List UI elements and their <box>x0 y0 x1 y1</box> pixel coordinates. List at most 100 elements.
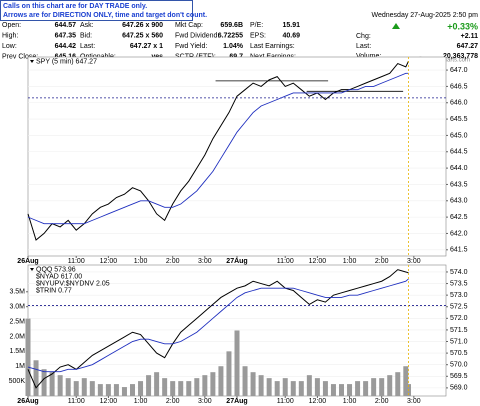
y-tick-label: 642.0 <box>450 230 468 237</box>
quote-value: 647.25 x 560 <box>122 32 163 39</box>
volume-bar <box>186 381 192 396</box>
x-tick-label: 3:00 <box>198 398 212 405</box>
volume-bar <box>138 381 144 396</box>
x-tick-label: 2:00 <box>375 258 389 265</box>
volume-bar <box>57 375 63 396</box>
y-tick-label: 573.0 <box>450 292 468 299</box>
volume-bar <box>298 381 304 396</box>
quote-label: Chg: <box>356 33 371 40</box>
quote-value: 647.27 <box>457 43 479 50</box>
legend-entry: $TRIN 0.77 <box>36 287 72 294</box>
y-tick-label: 574.0 <box>450 269 468 276</box>
quote-label: Last: <box>80 43 95 50</box>
volume-bar <box>49 372 55 396</box>
volume-bar <box>330 384 336 396</box>
volume-bar <box>395 372 401 396</box>
y2-tick-label: 1M <box>15 363 25 370</box>
legend-entry: $NYAD 617.00 <box>36 273 82 280</box>
x-tick-label: 1:00 <box>134 398 148 405</box>
volume-bar <box>363 381 369 396</box>
y-tick-label: 645.0 <box>450 132 468 139</box>
x-tick-label: 12:00 <box>309 258 327 265</box>
plot-area <box>27 56 447 257</box>
volume-bar <box>33 360 39 396</box>
quote-label: EPS: <box>250 32 266 39</box>
volume-bar <box>371 378 377 396</box>
volume-bar <box>258 375 264 396</box>
volume-bar <box>290 381 296 396</box>
up-arrow <box>392 23 400 29</box>
volume-bar <box>226 351 232 396</box>
x-tick-label: 2:00 <box>166 398 180 405</box>
volume-bar <box>218 366 224 396</box>
volume-bar <box>154 372 160 396</box>
volume-bar <box>234 330 240 396</box>
volume-bar <box>355 381 361 396</box>
volume-bar <box>347 384 353 396</box>
legend-entry: $NYUPV:$NYDNV 2.05 <box>36 280 110 287</box>
quote-label: Fwd Dividend: <box>175 32 219 39</box>
legend-entry: SPY (5 min) 647.27 <box>36 58 97 65</box>
volume-bar <box>274 381 280 396</box>
volume-bar <box>178 381 184 396</box>
y-tick-label: 571.0 <box>450 338 468 345</box>
x-tick-label: 3:00 <box>198 258 212 265</box>
y2-tick-label: 500K <box>9 378 26 385</box>
volume-bar <box>250 372 256 396</box>
y-tick-label: 644.0 <box>450 165 468 172</box>
volume-bar <box>282 378 288 396</box>
quote-value: 659.6B <box>220 22 243 29</box>
y2-tick-label: 1.5M <box>9 348 25 355</box>
x-tick-label: 11:00 <box>277 258 294 265</box>
quote-label: Prev Close: <box>2 53 38 60</box>
date: Wednesday 27-Aug-2025 2:50 pm <box>372 12 479 19</box>
volume-bar <box>146 375 152 396</box>
volume-bar <box>162 378 168 396</box>
change-pct: +0.33% <box>447 21 478 31</box>
y-tick-label: 642.5 <box>450 214 468 221</box>
volume-bar <box>266 378 272 396</box>
y-tick-label: 646.0 <box>450 100 468 107</box>
x-tick-label: 1:00 <box>343 258 357 265</box>
x-tick-label: 2:00 <box>375 398 389 405</box>
quote-value: 15.91 <box>282 22 300 29</box>
quote-value: 644.57 <box>55 22 77 29</box>
y-tick-label: 643.5 <box>450 181 468 188</box>
x-tick-label: 27Aug <box>226 398 247 405</box>
price-line <box>27 278 409 373</box>
volume-bar <box>403 366 409 396</box>
y-tick-label: 646.5 <box>450 83 468 90</box>
y-tick-label: 572.0 <box>450 315 468 322</box>
x-tick-label: 12:00 <box>100 258 118 265</box>
quote-label: Ask: <box>80 22 94 29</box>
quote-value: 40.69 <box>282 32 300 39</box>
volume-bar <box>387 375 393 396</box>
notice-box <box>0 0 193 21</box>
volume-bar <box>113 384 119 396</box>
volume-bar <box>210 372 216 396</box>
x-tick-label: 11:00 <box>68 258 85 265</box>
y2-tick-label: 2.5M <box>9 318 25 325</box>
y-tick-label: 571.5 <box>450 327 468 334</box>
quote-value: 6.72255 <box>218 32 243 39</box>
quote-label: Bid: <box>80 32 92 39</box>
quote-value: 644.42 <box>55 43 77 50</box>
volume-bar <box>322 381 328 396</box>
x-tick-label: 2:00 <box>166 258 180 265</box>
price-line <box>27 269 409 389</box>
x-tick-label: 11:00 <box>68 398 85 405</box>
volume-bar <box>314 378 320 396</box>
price-line <box>27 72 409 225</box>
quote-label: P/E: <box>250 22 263 29</box>
legend-entry: QQQ 573.96 <box>36 266 76 273</box>
quote-value: 647.35 <box>55 32 77 39</box>
volume-bar <box>41 369 47 396</box>
volume-bar <box>97 384 103 396</box>
y-tick-label: 570.5 <box>450 350 468 357</box>
volume-bar <box>379 378 385 396</box>
volume-bar <box>170 381 176 396</box>
x-tick-label: 12:00 <box>309 398 327 405</box>
legend-arrow <box>30 268 34 271</box>
